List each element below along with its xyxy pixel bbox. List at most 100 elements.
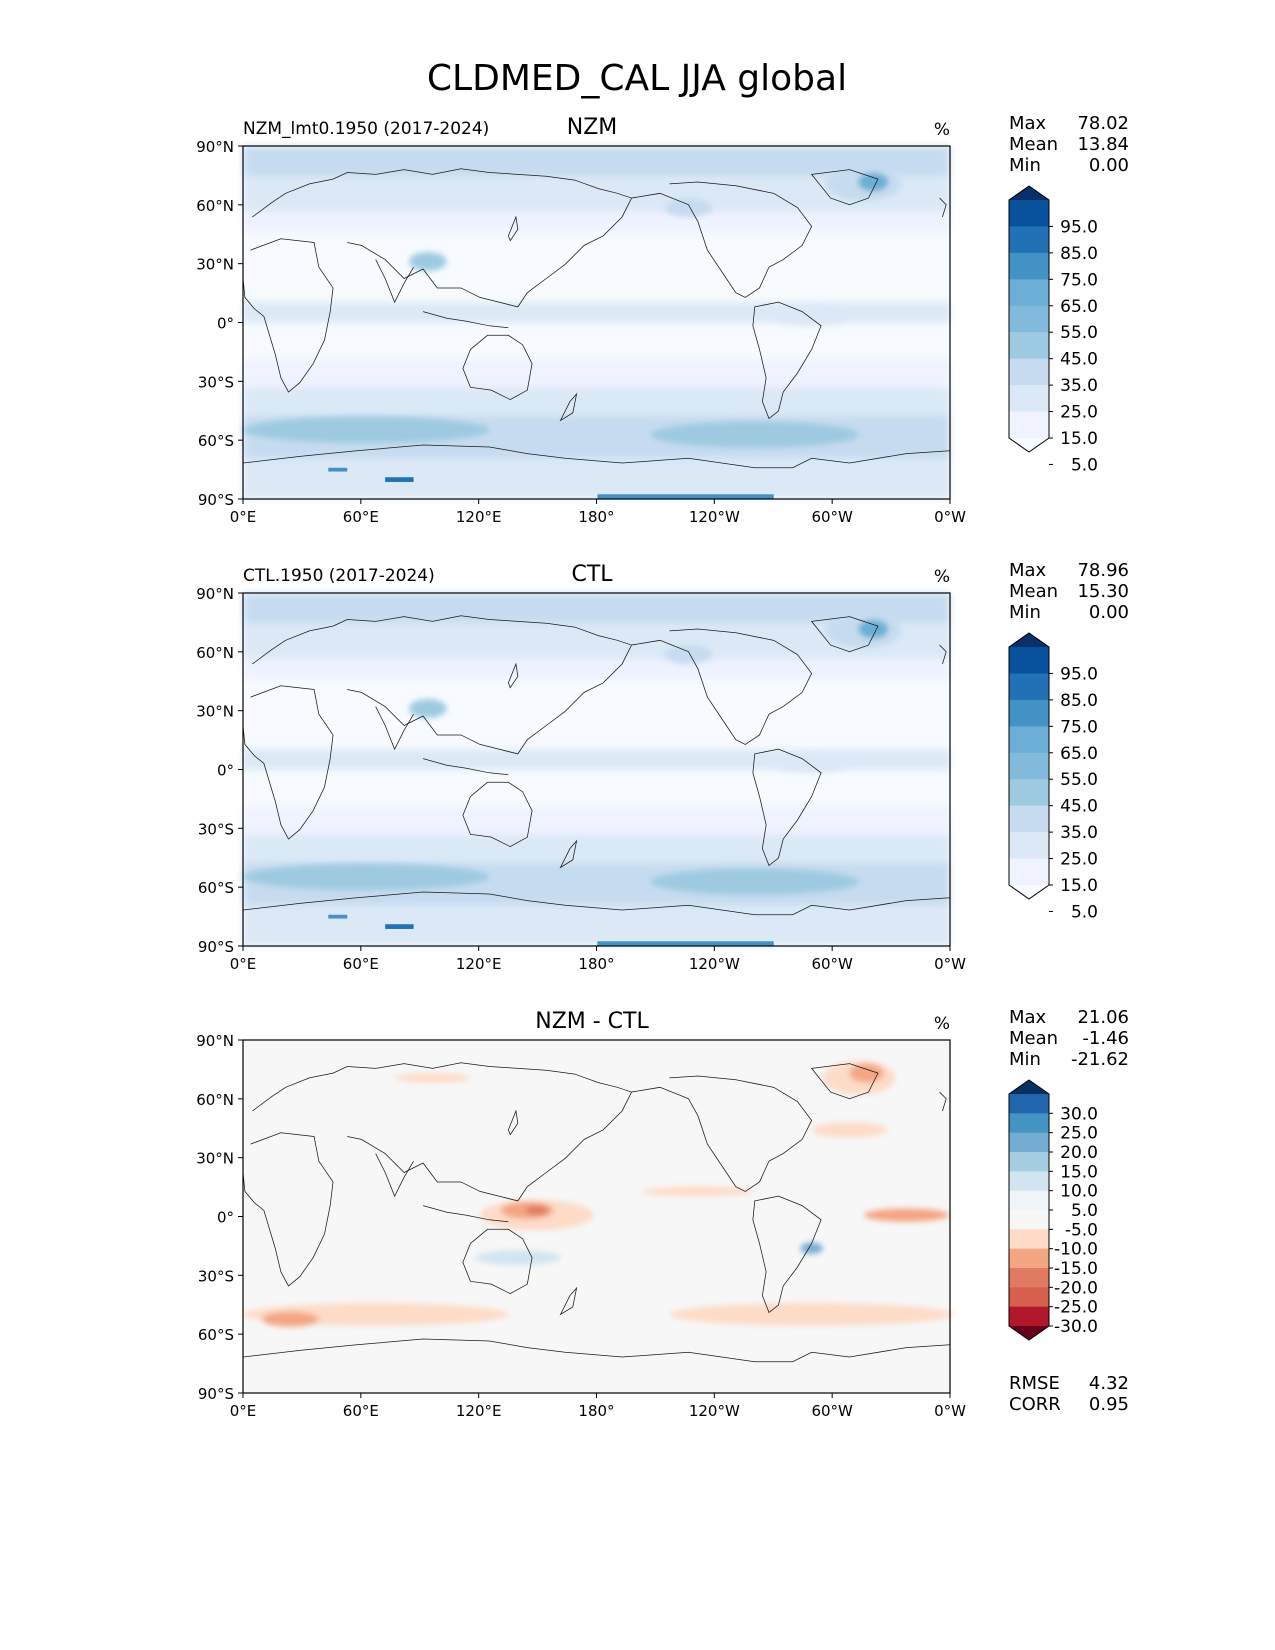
colorbar-tick-label: 30.0 xyxy=(1060,1104,1098,1124)
colorbar-extend-max xyxy=(1009,633,1049,647)
colorbar-segment xyxy=(1009,411,1049,439)
colorbar-segment xyxy=(1009,332,1049,360)
stat-label: Min xyxy=(1009,1049,1041,1070)
colorbar-segment xyxy=(1009,858,1049,886)
colorbar-tick-label: 15.0 xyxy=(1060,429,1098,449)
colorbar-segment xyxy=(1009,1132,1049,1153)
colorbar-segment xyxy=(1009,1287,1049,1308)
lat-tick-label: 30°N xyxy=(196,703,234,721)
lon-tick-label: 60°W xyxy=(811,955,853,973)
lat-tick-label: 60°S xyxy=(198,432,234,450)
lon-tick-label: 120°W xyxy=(689,1402,740,1420)
colorbar-segment xyxy=(1009,200,1049,227)
colorbar-segment xyxy=(1009,647,1049,674)
panel-nzm: NZM_lmt0.1950 (2017-2024) NZM % 90°N 60°N 30°… xyxy=(196,113,1129,526)
colorbar-segment xyxy=(1009,226,1049,254)
stat-label: Max xyxy=(1009,1007,1047,1028)
lat-tick-label: 30°N xyxy=(196,256,234,274)
colorbar-segment xyxy=(1009,1113,1049,1134)
colorbar-tick-label: -10.0 xyxy=(1054,1240,1098,1260)
colorbar-segment xyxy=(1009,1171,1049,1192)
colorbar-segment xyxy=(1009,779,1049,807)
colorbar-tick-label: 25.0 xyxy=(1060,1124,1098,1144)
stat-value: 78.96 xyxy=(1077,560,1129,581)
lat-tick-label: 90°S xyxy=(198,1385,234,1403)
colorbar-tick-label: 25.0 xyxy=(1060,850,1098,870)
colorbar-tick-label: 45.0 xyxy=(1060,797,1098,817)
colorbar-tick-label: 25.0 xyxy=(1060,403,1098,423)
lon-tick-label: 60°E xyxy=(343,955,379,973)
lat-tick-label: 30°N xyxy=(196,1150,234,1168)
lon-tick-label: 180° xyxy=(578,1402,614,1420)
field-nzm xyxy=(243,146,950,499)
colorbar-segment xyxy=(1009,1229,1049,1250)
colorbar-segment xyxy=(1009,699,1049,727)
lon-tick-label: 180° xyxy=(578,955,614,973)
colorbar-segment xyxy=(1009,1210,1049,1230)
colorbar-tick-label: 65.0 xyxy=(1060,744,1098,764)
colorbar-tick-label: 65.0 xyxy=(1060,297,1098,317)
stat-value: -21.62 xyxy=(1071,1049,1129,1070)
lon-tick-label: 0°W xyxy=(934,1402,966,1420)
colorbar-tick-label: 15.0 xyxy=(1060,876,1098,896)
colorbar-segment xyxy=(1009,805,1049,833)
colorbar-tick-label: -25.0 xyxy=(1054,1298,1098,1318)
colorbar-tick-label: -5.0 xyxy=(1065,1220,1098,1240)
lon-tick-label: 0°E xyxy=(230,955,257,973)
map-nzm xyxy=(242,146,951,499)
colorbar-tick-label: 55.0 xyxy=(1060,770,1098,790)
lat-tick-label: 60°N xyxy=(196,197,234,215)
lat-tick-label: 60°S xyxy=(198,1326,234,1344)
lat-tick-label: 0° xyxy=(217,1209,234,1227)
colorbar-tick-label: 20.0 xyxy=(1060,1143,1098,1163)
panel-units: % xyxy=(934,567,950,587)
lat-tick-label: 0° xyxy=(217,315,234,333)
lon-tick-label: 60°W xyxy=(811,1402,853,1420)
colorbar-segment xyxy=(1009,279,1049,307)
lat-tick-label: 60°S xyxy=(198,879,234,897)
colorbar-tick-label: 10.0 xyxy=(1060,1182,1098,1202)
colorbar-tick-label: 95.0 xyxy=(1060,664,1098,684)
colorbar-segment xyxy=(1009,1248,1049,1269)
stat-value: 0.00 xyxy=(1089,602,1129,623)
colorbar-tick-label: 35.0 xyxy=(1060,823,1098,843)
colorbar-tick-label: 85.0 xyxy=(1060,691,1098,711)
colorbar-segment xyxy=(1009,673,1049,701)
colorbar-segment xyxy=(1009,1094,1049,1114)
lon-tick-label: 120°E xyxy=(456,955,502,973)
colorbar-segment xyxy=(1009,832,1049,860)
colorbar-diff: 30.025.020.015.010.05.0-5.0-10.0-15.0-20… xyxy=(1008,1079,1098,1341)
colorbar-tick-label: 5.0 xyxy=(1071,902,1098,922)
lon-tick-label: 180° xyxy=(578,508,614,526)
lon-tick-label: 60°E xyxy=(343,508,379,526)
colorbar-segment xyxy=(1009,726,1049,754)
colorbar-tick-label: 85.0 xyxy=(1060,244,1098,264)
lon-tick-label: 0°E xyxy=(230,1402,257,1420)
colorbar-tick-label: 95.0 xyxy=(1060,217,1098,237)
colorbar-tick-label: 45.0 xyxy=(1060,350,1098,370)
colorbar-segment xyxy=(1009,1268,1049,1288)
panel-left-title: CTL.1950 (2017-2024) xyxy=(243,566,435,586)
lon-tick-label: 120°E xyxy=(456,1402,502,1420)
stat-label: Mean xyxy=(1009,581,1058,602)
lat-tick-label: 90°N xyxy=(196,138,234,156)
lat-tick-label: 60°N xyxy=(196,1091,234,1109)
stat-label: Mean xyxy=(1009,134,1058,155)
lon-tick-label: 0°W xyxy=(934,955,966,973)
stat-value: 0.00 xyxy=(1089,155,1129,176)
footer-stat-label: CORR xyxy=(1009,1394,1061,1415)
stat-value: 78.02 xyxy=(1077,113,1129,134)
stat-value: -1.46 xyxy=(1082,1028,1129,1049)
lat-tick-label: 30°S xyxy=(198,373,234,391)
colorbar-tick-label: -15.0 xyxy=(1054,1259,1098,1279)
panel-left-title: NZM_lmt0.1950 (2017-2024) xyxy=(243,119,489,139)
footer-stat-label: RMSE xyxy=(1009,1373,1060,1394)
panel-diff: NZM - CTL % 90°N 60°N 30°N 0° 30°S 60°S 90°S0°E 6… xyxy=(196,1007,1129,1420)
colorbar-tick-label: 5.0 xyxy=(1071,1201,1098,1221)
colorbar-segment xyxy=(1009,1152,1049,1172)
lon-tick-label: 60°E xyxy=(343,1402,379,1420)
figure-title: CLDMED_CAL JJA global xyxy=(427,58,847,99)
footer-stat-value: 4.32 xyxy=(1089,1373,1129,1394)
stat-label: Min xyxy=(1009,602,1041,623)
